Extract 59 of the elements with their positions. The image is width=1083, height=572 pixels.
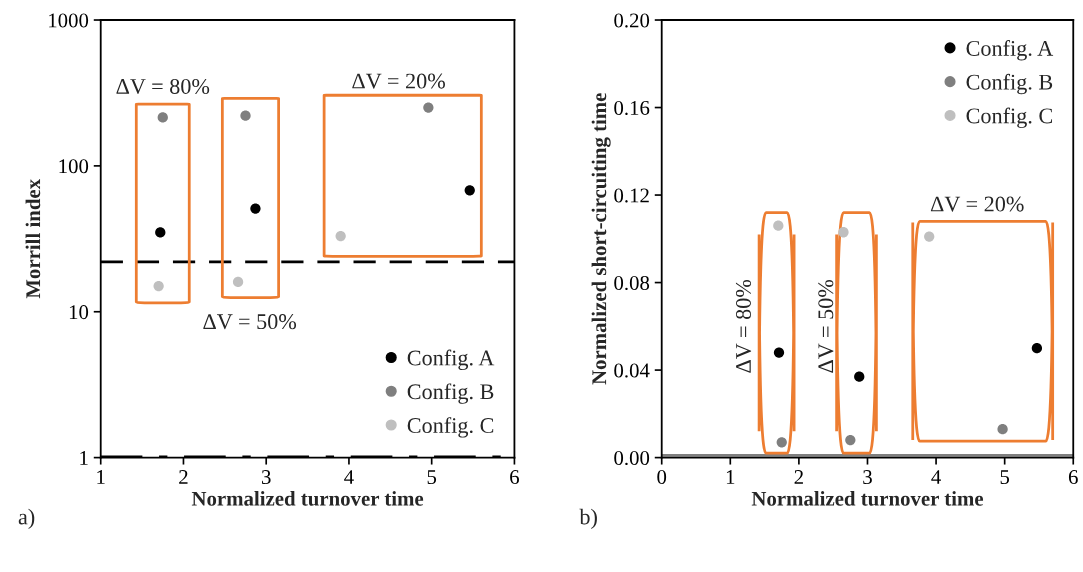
x-tick-label: 5: [427, 470, 437, 485]
annotation: ΔV = 20%: [930, 196, 1024, 212]
point: [157, 112, 168, 123]
point: [773, 347, 785, 358]
x-tick-label: 1: [726, 470, 735, 484]
x-tick-label: 0: [657, 470, 667, 485]
x-axis-title: Normalized turnover time: [751, 491, 984, 506]
point: [153, 280, 164, 292]
y-tick-label: 1: [80, 451, 88, 465]
annotation: ΔV = 80%: [735, 279, 752, 373]
x-tick-label: 6: [510, 470, 520, 485]
legend-label: Config. A: [407, 349, 495, 371]
y-axis-title: Normalized short-circuiting time: [591, 93, 611, 385]
annotation: ΔV = 50%: [818, 279, 834, 373]
point: [1031, 343, 1043, 354]
annotation: ΔV = 20%: [352, 73, 445, 89]
point: [924, 231, 935, 242]
point: [838, 227, 849, 238]
legend-label: Config. B: [966, 73, 1053, 95]
annotation: ΔV = 80%: [116, 78, 210, 95]
point: [464, 185, 475, 196]
point: [845, 434, 856, 446]
point: [232, 276, 244, 288]
x-tick-label: 2: [179, 470, 188, 484]
point: [773, 220, 784, 231]
point: [423, 102, 434, 113]
y-tick-label: 0.04: [614, 363, 650, 378]
x-tick-label: 2: [794, 470, 803, 484]
x-tick-label: 3: [863, 470, 872, 485]
x-axis-title: Normalized turnover time: [191, 491, 424, 506]
point: [155, 227, 166, 238]
y-tick-label: 10: [69, 305, 89, 320]
y-tick-label: 0.16: [614, 100, 650, 116]
y-tick-label: 0.00: [614, 450, 650, 466]
y-tick-label: 0.12: [614, 188, 649, 203]
y-axis-title: Morrill index: [25, 179, 41, 299]
y-tick-label: 0.08: [614, 275, 650, 291]
x-tick-label: 6: [1068, 470, 1078, 485]
point: [776, 437, 787, 448]
y-tick-label: 1000: [49, 13, 89, 28]
x-tick-label: 1: [97, 470, 105, 484]
y-tick-label: 100: [59, 159, 89, 174]
legend-label: Config. C: [407, 417, 494, 438]
text: a): [18, 508, 35, 529]
point: [997, 424, 1008, 435]
legend-label: Config. A: [966, 40, 1054, 61]
y-tick-label: 0.20: [614, 13, 650, 28]
point: [240, 110, 251, 121]
x-tick-label: 3: [261, 470, 271, 485]
annotation: ΔV = 50%: [203, 314, 297, 330]
point: [335, 230, 346, 242]
legend-label: Config. C: [966, 107, 1053, 129]
legend-label: Config. B: [407, 383, 494, 404]
text: b): [579, 508, 597, 529]
point: [250, 203, 261, 214]
x-tick-label: 5: [1000, 470, 1010, 485]
point: [854, 371, 865, 382]
x-tick-label: 4: [931, 470, 941, 484]
x-tick-label: 4: [344, 470, 354, 484]
